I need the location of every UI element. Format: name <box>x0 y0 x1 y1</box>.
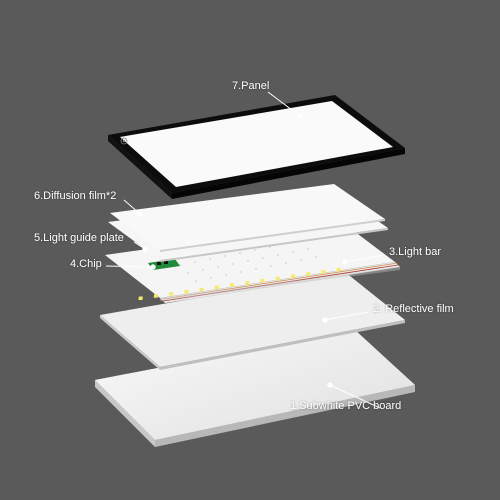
label-pvc: 1.Subwhite PVC board <box>290 400 401 412</box>
exploded-view-diagram: 7.Panel 6.Diffusion film*2 5.Light guide… <box>0 0 500 500</box>
label-guide: 5.Light guide plate <box>34 232 124 244</box>
label-chip: 4.Chip <box>70 258 102 270</box>
label-lightbar: 3.Light bar <box>389 246 441 258</box>
label-diffusion: 6.Diffusion film*2 <box>34 190 116 202</box>
layer-panel <box>108 95 405 199</box>
label-panel: 7.Panel <box>232 80 269 92</box>
label-reflective: 2. Reflective film <box>373 303 454 315</box>
